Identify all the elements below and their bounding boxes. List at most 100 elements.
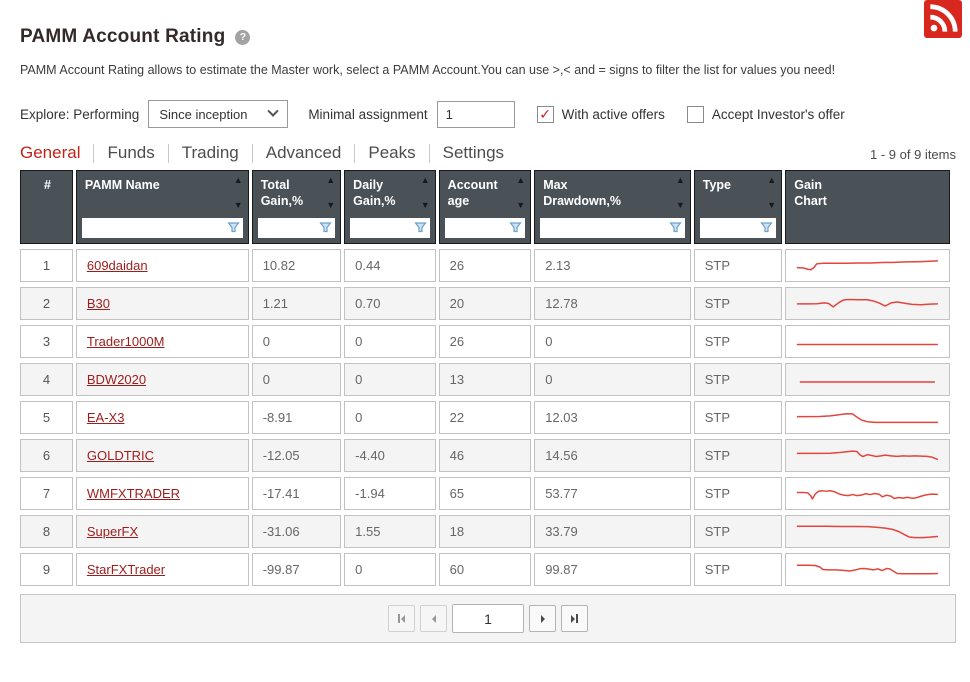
table-row: 1 609daidan 10.82 0.44 26 2.13 STP: [20, 249, 950, 282]
checkbox-with-active-offers[interactable]: ✓ With active offers: [536, 105, 665, 123]
cell-max_drawdown: 0: [534, 325, 691, 358]
tab-trading[interactable]: Trading: [181, 143, 239, 162]
help-icon[interactable]: ?: [235, 29, 251, 45]
sort-desc-icon[interactable]: ▼: [767, 200, 777, 210]
cell-gain-chart: [785, 477, 950, 510]
cell-max_drawdown: 14.56: [534, 439, 691, 472]
last-page-icon: [571, 614, 575, 623]
pamm-account-link[interactable]: 609daidan: [86, 258, 148, 273]
column-header-max_drawdown[interactable]: Max Drawdown,% ▲ ▼: [534, 170, 691, 244]
cell-max_drawdown: 0: [534, 363, 691, 396]
cell-daily_gain: 0: [344, 553, 436, 586]
cell-pamm-name: SuperFX: [75, 515, 249, 548]
filter-funnel-icon[interactable]: [760, 221, 773, 234]
items-count: 1 - 9 of 9 items: [870, 147, 956, 162]
filter-funnel-icon[interactable]: [509, 221, 522, 234]
cell-num: 5: [20, 401, 73, 434]
pamm-account-link[interactable]: StarFXTrader: [86, 562, 166, 577]
sort-asc-icon[interactable]: ▲: [675, 175, 685, 185]
next-page-button[interactable]: [529, 605, 556, 632]
tab-advanced[interactable]: Advanced: [265, 143, 342, 162]
gain-sparkline: [793, 407, 942, 428]
pamm-account-link[interactable]: BDW2020: [86, 372, 147, 387]
checkbox-accept-investors-offer[interactable]: Accept Investor's offer: [686, 105, 845, 123]
tabs: General Funds Trading Advanced Peaks Settings: [20, 143, 517, 163]
pamm-account-link[interactable]: Trader1000M: [86, 334, 165, 349]
cell-num: 6: [20, 439, 73, 472]
cell-max_drawdown: 2.13: [534, 249, 691, 282]
pamm-account-link[interactable]: GOLDTRIC: [86, 448, 155, 463]
cell-type: STP: [693, 249, 783, 282]
filter-input-total_gain[interactable]: [257, 218, 336, 238]
sort-asc-icon[interactable]: ▲: [326, 175, 336, 185]
tab-settings[interactable]: Settings: [442, 143, 505, 162]
checkbox-checked-icon[interactable]: ✓: [536, 105, 554, 123]
rss-icon[interactable]: [924, 0, 962, 38]
table-row: 7 WMFXTRADER -17.41 -1.94 65 53.77 STP: [20, 477, 950, 510]
last-page-button[interactable]: [561, 605, 588, 632]
sort-asc-icon[interactable]: ▲: [516, 175, 526, 185]
tab-funds[interactable]: Funds: [107, 143, 155, 162]
column-label: Total Gain,%: [260, 178, 304, 209]
cell-total_gain: 0: [251, 325, 342, 358]
sort-desc-icon[interactable]: ▼: [233, 200, 243, 210]
sort-desc-icon[interactable]: ▼: [420, 200, 430, 210]
filter-funnel-icon[interactable]: [319, 221, 332, 234]
gain-sparkline: [793, 559, 942, 580]
cell-gain-chart: [785, 287, 950, 320]
cell-max_drawdown: 33.79: [534, 515, 691, 548]
page-description: PAMM Account Rating allows to estimate t…: [20, 63, 836, 77]
pamm-account-link[interactable]: SuperFX: [86, 524, 139, 539]
filter-input-account_age[interactable]: [444, 218, 526, 238]
column-header-name[interactable]: PAMM Name ▲ ▼: [75, 170, 249, 244]
column-header-type[interactable]: Type ▲ ▼: [693, 170, 783, 244]
filter-input-type[interactable]: [699, 218, 777, 238]
sort-desc-icon[interactable]: ▼: [675, 200, 685, 210]
period-select-value: Since inception: [159, 106, 248, 122]
filter-input-daily_gain[interactable]: [350, 218, 430, 238]
checkbox-unchecked-icon[interactable]: [686, 105, 704, 123]
cell-total_gain: -99.87: [251, 553, 342, 586]
first-page-button[interactable]: [388, 605, 415, 632]
column-header-daily_gain[interactable]: Daily Gain,% ▲ ▼: [344, 170, 436, 244]
column-label: #: [43, 178, 51, 192]
period-select[interactable]: Since inception: [148, 100, 289, 128]
column-filter: [699, 218, 777, 238]
pamm-account-link[interactable]: WMFXTRADER: [86, 486, 181, 501]
tab-general[interactable]: General: [20, 143, 81, 162]
cell-gain-chart: [785, 439, 950, 472]
cell-total_gain: -31.06: [251, 515, 342, 548]
previous-page-button[interactable]: [420, 605, 447, 632]
page-number-input[interactable]: [452, 604, 524, 633]
cell-gain-chart: [785, 325, 950, 358]
sort-desc-icon[interactable]: ▼: [516, 200, 526, 210]
pamm-table: # PAMM Name ▲ ▼ Total Gain,% ▲ ▼ Daily Gain,% ▲ ▼…: [17, 165, 953, 591]
tab-separator: [251, 143, 253, 163]
gain-sparkline: [793, 483, 942, 504]
table-header: # PAMM Name ▲ ▼ Total Gain,% ▲ ▼ Daily Gain,% ▲ ▼…: [20, 170, 950, 244]
cell-pamm-name: BDW2020: [75, 363, 249, 396]
filter-input-name[interactable]: [81, 218, 243, 238]
pamm-account-link[interactable]: EA-X3: [86, 410, 125, 425]
cell-daily_gain: -1.94: [344, 477, 436, 510]
filter-funnel-icon[interactable]: [413, 221, 427, 234]
cell-account_age: 18: [438, 515, 532, 548]
tab-peaks[interactable]: Peaks: [368, 143, 416, 162]
sort-asc-icon[interactable]: ▲: [420, 175, 430, 185]
column-header-total_gain[interactable]: Total Gain,% ▲ ▼: [251, 170, 342, 244]
first-page-icon: [398, 614, 400, 623]
filter-input-max_drawdown[interactable]: [540, 218, 685, 238]
sort-asc-icon[interactable]: ▲: [233, 175, 243, 185]
min-assignment-input[interactable]: [436, 100, 515, 128]
cell-num: 1: [20, 249, 73, 282]
column-header-account_age[interactable]: Account age ▲ ▼: [438, 170, 532, 244]
sort-desc-icon[interactable]: ▼: [326, 200, 336, 210]
filter-funnel-icon[interactable]: [669, 221, 682, 234]
filter-funnel-icon[interactable]: [226, 221, 240, 234]
table-row: 3 Trader1000M 0 0 26 0 STP: [20, 325, 950, 358]
sort-asc-icon[interactable]: ▲: [767, 175, 777, 185]
cell-account_age: 20: [438, 287, 532, 320]
pamm-account-link[interactable]: B30: [86, 296, 110, 311]
gain-sparkline: [793, 369, 942, 390]
cell-account_age: 13: [438, 363, 532, 396]
